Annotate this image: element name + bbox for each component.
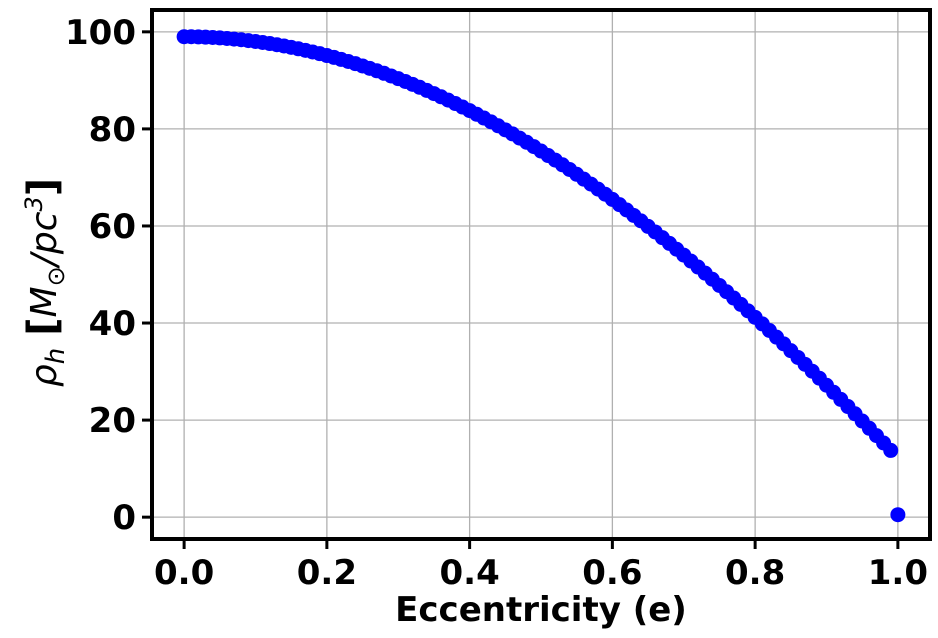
y-label-symbol: ρ: [24, 364, 65, 387]
y-tick-label: 40: [89, 304, 136, 344]
x-tick-labels: 0.0 0.2 0.4 0.6 0.8 1.0: [154, 553, 928, 593]
y-label-unit-subscript: ⊙: [42, 266, 70, 286]
x-tick-label: 0.6: [582, 553, 642, 593]
y-axis-label: ρh [M⊙/pc3]: [20, 178, 71, 387]
y-tick-label: 80: [89, 110, 136, 150]
y-label-unit-symbol: M: [24, 286, 65, 317]
y-tick-label: 0: [112, 498, 136, 538]
plot-frame: [150, 8, 932, 541]
y-label-open-bracket: [: [20, 317, 66, 335]
x-tick-label: 0.4: [440, 553, 500, 593]
x-tick-label: 0.2: [297, 553, 357, 593]
x-tick-label: 0.0: [154, 553, 214, 593]
axis-ticks: [142, 30, 900, 549]
x-tick-label: 1.0: [868, 553, 928, 593]
data-point: [883, 442, 899, 458]
y-label-subscript: h: [41, 348, 71, 364]
y-tick-label: 20: [89, 401, 136, 441]
y-label-exponent: 3: [20, 196, 48, 211]
data-point: [890, 507, 906, 523]
data-points: [176, 29, 906, 523]
x-tick-label: 0.8: [725, 553, 785, 593]
y-tick-labels: 0 20 40 60 80 100: [65, 13, 136, 538]
y-label-slash-unit: /pc: [24, 211, 65, 269]
y-tick-label: 100: [65, 13, 136, 53]
grid-lines: [152, 10, 930, 539]
x-axis-label: Eccentricity (e): [395, 590, 687, 630]
y-tick-label: 60: [89, 207, 136, 247]
y-label-close-bracket: ]: [20, 178, 66, 196]
